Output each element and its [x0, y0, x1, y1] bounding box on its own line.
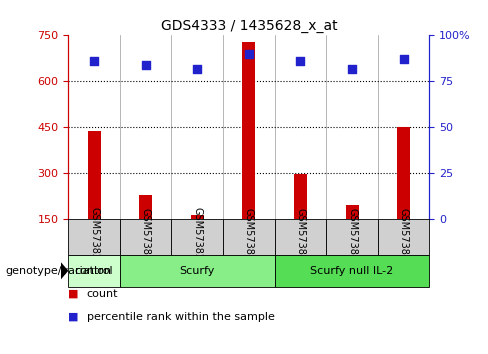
Bar: [243, 41, 255, 219]
Bar: [326, 219, 378, 255]
Text: Scurfy: Scurfy: [180, 266, 215, 276]
Text: Scurfy null IL-2: Scurfy null IL-2: [310, 266, 394, 276]
Bar: [397, 127, 410, 219]
Text: GSM573830: GSM573830: [347, 207, 357, 267]
Point: [297, 58, 305, 64]
Text: GSM573826: GSM573826: [141, 207, 151, 267]
Point: [142, 62, 150, 68]
Bar: [346, 205, 359, 219]
Point: [193, 66, 201, 72]
Bar: [378, 219, 429, 255]
Bar: [294, 174, 307, 219]
Text: GSM573829: GSM573829: [295, 207, 305, 267]
Point: [245, 51, 253, 57]
Bar: [275, 255, 429, 287]
Text: control: control: [75, 266, 113, 276]
Text: GSM573827: GSM573827: [192, 207, 203, 267]
Text: count: count: [87, 289, 119, 299]
Bar: [223, 219, 275, 255]
Title: GDS4333 / 1435628_x_at: GDS4333 / 1435628_x_at: [161, 19, 337, 33]
Bar: [139, 195, 152, 219]
Bar: [68, 219, 120, 255]
Bar: [191, 215, 204, 219]
Bar: [88, 131, 101, 219]
Point: [400, 57, 407, 62]
Text: GSM573831: GSM573831: [399, 207, 408, 267]
Text: ■: ■: [68, 289, 79, 299]
Text: GSM573828: GSM573828: [244, 207, 254, 267]
Point: [348, 66, 356, 72]
Bar: [68, 255, 120, 287]
Text: genotype/variation: genotype/variation: [5, 266, 111, 276]
Point: [90, 58, 98, 64]
Bar: [171, 219, 223, 255]
Text: ■: ■: [68, 312, 79, 322]
Text: GSM573825: GSM573825: [89, 207, 99, 267]
Text: percentile rank within the sample: percentile rank within the sample: [87, 312, 275, 322]
Bar: [275, 219, 326, 255]
Polygon shape: [61, 262, 68, 279]
Bar: [120, 255, 275, 287]
Bar: [120, 219, 171, 255]
